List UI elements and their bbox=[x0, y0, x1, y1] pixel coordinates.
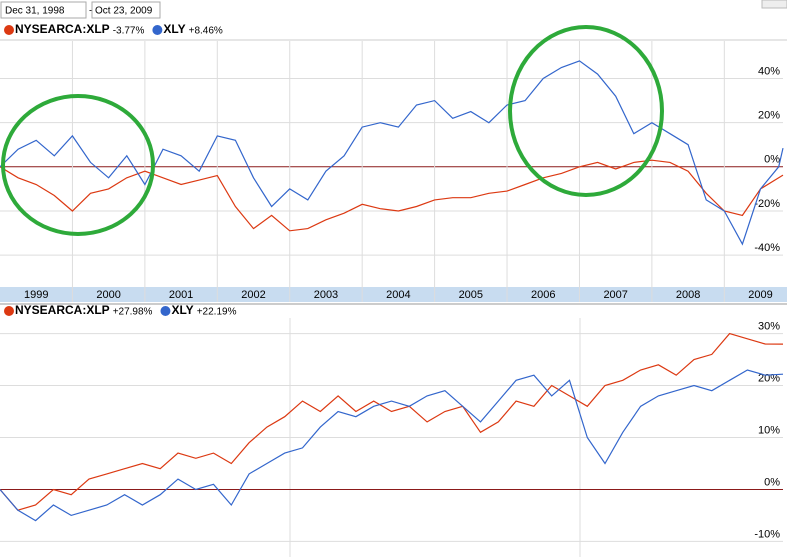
legend-label: NYSEARCA:XLP bbox=[15, 303, 110, 317]
y-tick-label: 30% bbox=[758, 320, 780, 332]
x-tick-label: 2009 bbox=[748, 289, 772, 301]
x-tick-label: 2008 bbox=[676, 289, 700, 301]
corner-control[interactable] bbox=[761, 0, 787, 9]
legend-change: -3.77% bbox=[113, 26, 145, 37]
x-tick-label: 2000 bbox=[96, 289, 120, 301]
legend-label: NYSEARCA:XLP bbox=[15, 22, 110, 36]
series-line bbox=[0, 60, 784, 246]
date-separator: - bbox=[89, 6, 92, 17]
y-tick-label: -20% bbox=[754, 198, 780, 210]
y-tick-label: 10% bbox=[758, 424, 780, 436]
x-tick-label: 2007 bbox=[603, 289, 627, 301]
x-tick-label: 2006 bbox=[531, 289, 555, 301]
y-tick-label: 40% bbox=[758, 65, 780, 77]
y-tick-label: -10% bbox=[754, 528, 780, 540]
y-tick-label: 0% bbox=[764, 154, 780, 166]
legend-change: +22.19% bbox=[197, 307, 237, 318]
end-date: Oct 23, 2009 bbox=[95, 6, 153, 17]
y-tick-label: 20% bbox=[758, 110, 780, 122]
plots: 40% 20% 0% -20% -40% 1999 2000 2001 2002 2003 2004… bbox=[0, 41, 784, 542]
x-tick-label: 2005 bbox=[459, 289, 483, 301]
legends: NYSEARCA:XLP -3.77% XLY +8.46%NYSEARCA:XLP +… bbox=[4, 22, 237, 318]
series-line bbox=[0, 159, 784, 232]
series-line bbox=[0, 369, 784, 522]
x-tick-label: 2001 bbox=[169, 289, 193, 301]
y-tick-label: 20% bbox=[758, 372, 780, 384]
highlight-circle bbox=[508, 25, 664, 197]
legend-change: +8.46% bbox=[189, 26, 223, 37]
series-line bbox=[0, 332, 784, 511]
x-tick-label: 2003 bbox=[314, 289, 338, 301]
legend-marker bbox=[4, 25, 14, 35]
legend-marker bbox=[160, 306, 171, 316]
x-tick-label: 1999 bbox=[24, 289, 48, 301]
legend-label: XLY bbox=[171, 303, 193, 317]
x-tick-label: 2002 bbox=[241, 289, 265, 301]
start-date: Dec 31, 1998 bbox=[5, 6, 65, 17]
highlight-circle bbox=[1, 94, 155, 236]
y-tick-label: -40% bbox=[754, 242, 780, 254]
end-date-input[interactable] bbox=[91, 1, 161, 19]
y-tick-label: 0% bbox=[764, 476, 780, 488]
legend-marker bbox=[152, 25, 163, 35]
legend-change: +27.98% bbox=[113, 307, 153, 318]
start-date-input[interactable] bbox=[0, 1, 87, 19]
legend-marker bbox=[4, 306, 14, 316]
year-band bbox=[0, 287, 787, 302]
legend-label: XLY bbox=[163, 22, 185, 36]
x-tick-label: 2004 bbox=[386, 289, 410, 301]
